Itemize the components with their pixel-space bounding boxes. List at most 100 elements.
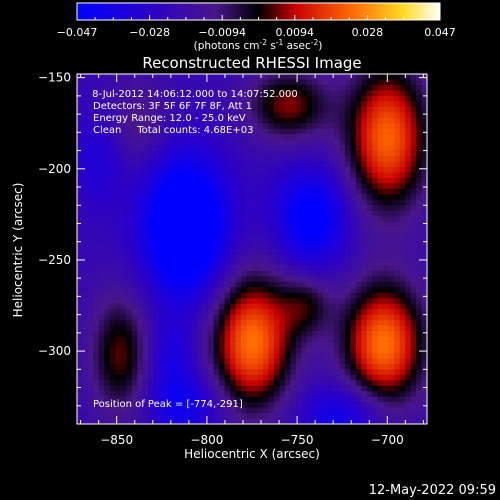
heatmap-cell: [301, 183, 308, 190]
heatmap-cell: [355, 374, 362, 381]
heatmap-cell: [148, 161, 154, 168]
heatmap-cell: [208, 303, 215, 310]
heatmap-cell: [241, 363, 247, 370]
heatmap-cell: [323, 194, 329, 201]
heatmap-cell: [416, 259, 422, 266]
heatmap-cell: [290, 161, 297, 168]
heatmap-cell: [372, 166, 379, 173]
heatmap-cell: [334, 117, 340, 124]
heatmap-cell: [180, 90, 187, 97]
heatmap-cell: [301, 199, 308, 206]
heatmap-cell: [383, 352, 390, 359]
heatmap-cell: [301, 84, 308, 91]
heatmap-cell: [175, 380, 182, 387]
heatmap-cell: [98, 232, 105, 239]
heatmap-cell: [257, 363, 264, 370]
heatmap-cell: [383, 101, 390, 108]
heatmap-cell: [197, 407, 204, 414]
heatmap-cell: [131, 172, 138, 179]
heatmap-cell: [148, 418, 154, 424]
heatmap-cell: [235, 407, 242, 414]
heatmap-cell: [109, 265, 116, 272]
heatmap-cell: [93, 265, 100, 272]
heatmap-cell: [197, 221, 204, 228]
heatmap-cell: [350, 84, 357, 91]
heatmap-cell: [290, 407, 297, 414]
heatmap-cell: [361, 363, 368, 370]
heatmap-cell: [312, 363, 319, 370]
heatmap-cell: [235, 232, 242, 239]
heatmap-cell: [306, 188, 313, 195]
heatmap-cell: [268, 325, 275, 332]
heatmap-cell: [295, 259, 302, 266]
heatmap-cell: [77, 139, 83, 146]
heatmap-cell: [120, 188, 127, 195]
heatmap-cell: [197, 254, 204, 261]
heatmap-cell: [377, 221, 384, 228]
heatmap-cell: [355, 232, 362, 239]
heatmap-cell: [93, 249, 100, 255]
heatmap-cell: [323, 363, 329, 370]
heatmap-cell: [273, 166, 280, 173]
heatmap-cell: [339, 210, 346, 217]
heatmap-cell: [235, 227, 242, 233]
heatmap-cell: [98, 106, 105, 113]
heatmap-cell: [361, 95, 368, 102]
heatmap-cell: [235, 161, 242, 168]
heatmap-cell: [273, 325, 280, 332]
heatmap-cell: [295, 341, 302, 348]
heatmap-cell: [252, 74, 258, 80]
heatmap-cell: [306, 276, 313, 283]
heatmap-cell: [197, 347, 204, 354]
heatmap-cell: [252, 150, 258, 157]
heatmap-cell: [399, 309, 406, 316]
heatmap-cell: [273, 352, 280, 359]
heatmap-cell: [197, 139, 204, 146]
heatmap-cell: [421, 413, 427, 419]
heatmap-cell: [191, 205, 198, 212]
heatmap-cell: [372, 265, 379, 272]
heatmap-cell: [421, 150, 427, 157]
heatmap-cell: [77, 161, 83, 168]
heatmap-cell: [355, 199, 362, 206]
heatmap-cell: [213, 418, 220, 424]
heatmap-cell: [93, 254, 100, 261]
heatmap-cell: [317, 123, 324, 130]
heatmap-cell: [405, 134, 411, 141]
heatmap-cell: [137, 156, 144, 162]
heatmap-cell: [164, 352, 171, 359]
heatmap-cell: [377, 188, 384, 195]
heatmap-cell: [361, 227, 368, 233]
heatmap-cell: [126, 117, 133, 124]
heatmap-cell: [142, 303, 149, 310]
heatmap-cell: [159, 254, 165, 261]
heatmap-cell: [317, 194, 324, 201]
heatmap-cell: [115, 407, 122, 414]
heatmap-cell: [284, 352, 291, 359]
heatmap-cell: [159, 320, 165, 326]
heatmap-cell: [252, 281, 258, 288]
heatmap-cell: [350, 259, 357, 266]
heatmap-cell: [126, 172, 133, 179]
heatmap-cell: [279, 309, 286, 316]
heatmap-cell: [77, 249, 83, 255]
heatmap-cell: [77, 391, 83, 398]
heatmap-cell: [235, 243, 242, 250]
heatmap-cell: [334, 314, 340, 321]
heatmap-cell: [126, 413, 133, 419]
heatmap-cell: [159, 413, 165, 419]
heatmap-cell: [405, 221, 411, 228]
heatmap-cell: [394, 298, 401, 305]
heatmap-cell: [159, 396, 165, 403]
heatmap-cell: [202, 199, 209, 206]
heatmap-cell: [394, 292, 401, 299]
heatmap-cell: [241, 183, 247, 190]
heatmap-cell: [131, 199, 138, 206]
heatmap-cell: [148, 194, 154, 201]
heatmap-cell: [306, 341, 313, 348]
heatmap-cell: [252, 292, 258, 299]
heatmap-cell: [137, 134, 144, 141]
heatmap-cell: [334, 205, 340, 212]
heatmap-cell: [350, 374, 357, 381]
heatmap-cell: [104, 177, 111, 184]
